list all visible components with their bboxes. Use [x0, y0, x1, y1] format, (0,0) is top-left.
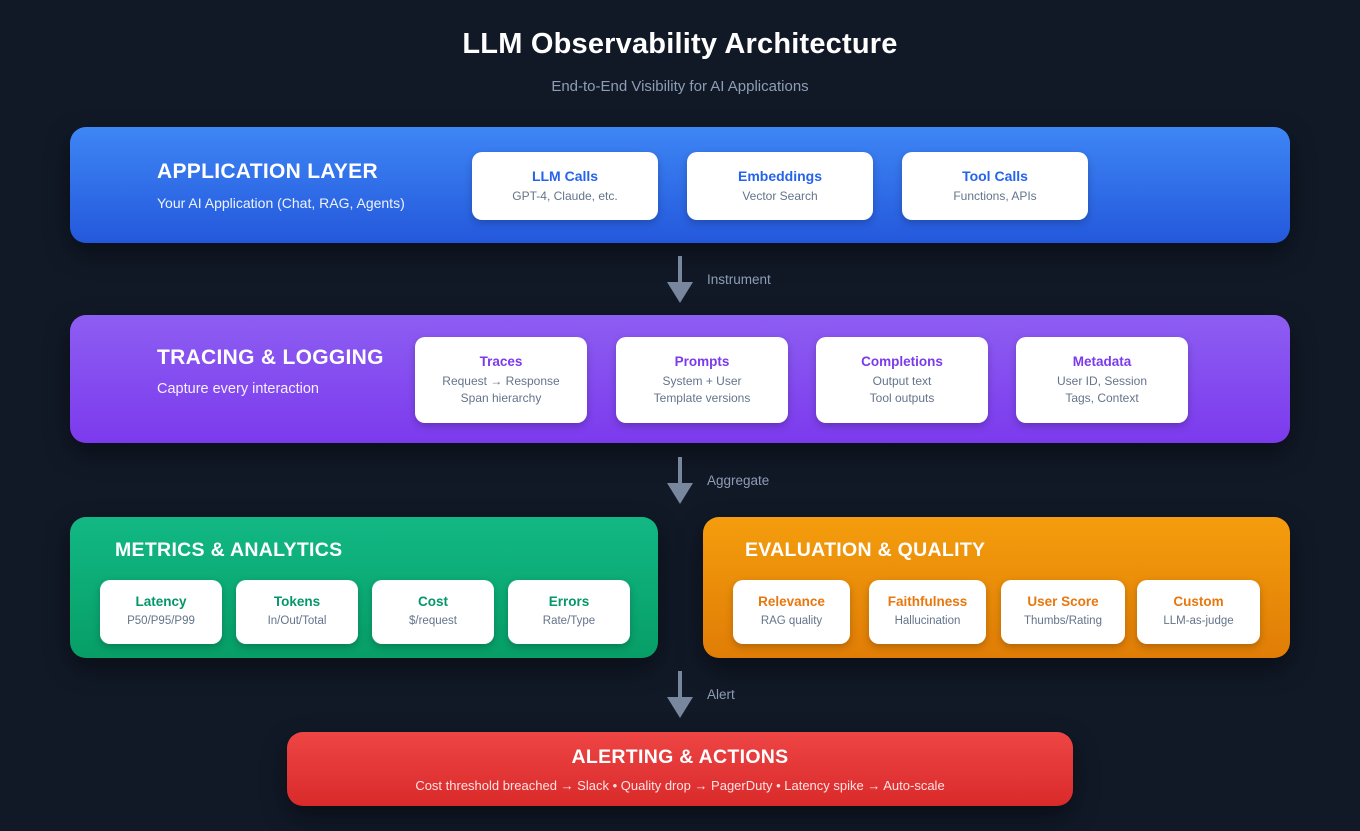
card-title: Metadata — [1072, 353, 1132, 369]
metrics-analytics-title: METRICS & ANALYTICS — [115, 539, 343, 561]
card-title: Completions — [861, 353, 943, 369]
card-title: Prompts — [674, 353, 730, 369]
card-line-2: Tool outputs — [869, 390, 935, 405]
arrow-stem — [678, 671, 682, 697]
card-line-1: Output text — [872, 373, 932, 388]
arrow-stem — [678, 457, 682, 483]
card-subtitle: LLM-as-judge — [1163, 615, 1234, 627]
card-traces: Traces Request → Response Span hierarchy — [415, 337, 587, 423]
card-subtitle: Hallucination — [894, 615, 961, 627]
card-subtitle: RAG quality — [760, 615, 823, 627]
card-title: Latency — [135, 594, 187, 609]
card-llm-calls: LLM Calls GPT-4, Claude, etc. — [472, 152, 658, 220]
card-subtitle: Functions, APIs — [953, 188, 1037, 203]
card-title: Tokens — [273, 594, 321, 609]
arrow-head — [667, 697, 693, 718]
alerting-actions-subtitle: Cost threshold breached → Slack • Qualit… — [415, 778, 945, 793]
arrow-label-instrument: Instrument — [707, 272, 771, 287]
card-user-score: User Score Thumbs/Rating — [1001, 580, 1125, 644]
card-tokens: Tokens In/Out/Total — [236, 580, 358, 644]
card-line-1: Request → Response — [442, 373, 560, 388]
card-subtitle: $/request — [409, 615, 457, 627]
card-subtitle: GPT-4, Claude, etc. — [512, 188, 618, 203]
card-latency: Latency P50/P95/P99 — [100, 580, 222, 644]
card-title: Relevance — [758, 594, 825, 609]
card-subtitle: Thumbs/Rating — [1024, 615, 1102, 627]
application-layer-subtitle: Your AI Application (Chat, RAG, Agents) — [157, 195, 405, 211]
arrow-head — [667, 483, 693, 504]
card-title: Cost — [418, 594, 448, 609]
card-title: Faithfulness — [887, 594, 968, 609]
card-metadata: Metadata User ID, Session Tags, Context — [1016, 337, 1188, 423]
evaluation-quality-title: EVALUATION & QUALITY — [745, 539, 986, 561]
card-subtitle: Vector Search — [742, 188, 818, 203]
card-line-1: System + User — [662, 373, 742, 388]
card-subtitle: P50/P95/P99 — [127, 615, 195, 627]
card-line-1: User ID, Session — [1056, 373, 1148, 388]
tracing-logging-title: TRACING & LOGGING — [157, 346, 384, 369]
card-title: LLM Calls — [531, 167, 599, 184]
card-custom: Custom LLM-as-judge — [1137, 580, 1260, 644]
card-subtitle: In/Out/Total — [267, 615, 327, 627]
card-title: Errors — [548, 594, 590, 609]
arrow-label-aggregate: Aggregate — [707, 473, 770, 488]
card-completions: Completions Output text Tool outputs — [816, 337, 988, 423]
down-arrow-icon — [665, 671, 695, 718]
card-line-2: Tags, Context — [1065, 390, 1139, 405]
card-title: User Score — [1027, 594, 1099, 609]
alerting-actions-title: ALERTING & ACTIONS — [571, 746, 789, 768]
card-faithfulness: Faithfulness Hallucination — [869, 580, 986, 644]
page-title: LLM Observability Architecture — [462, 28, 898, 60]
card-title: Traces — [479, 353, 523, 369]
card-title: Custom — [1173, 594, 1224, 609]
card-relevance: Relevance RAG quality — [733, 580, 850, 644]
alerting-actions-band: ALERTING & ACTIONS Cost threshold breach… — [287, 732, 1073, 806]
card-line-2: Template versions — [653, 390, 751, 405]
tracing-logging-band: TRACING & LOGGING Capture every interact… — [70, 315, 1290, 443]
card-title: Tool Calls — [962, 167, 1028, 184]
tracing-logging-subtitle: Capture every interaction — [157, 381, 319, 397]
application-layer-band: APPLICATION LAYER Your AI Application (C… — [70, 127, 1290, 243]
card-subtitle: Rate/Type — [542, 615, 596, 627]
card-embeddings: Embeddings Vector Search — [687, 152, 873, 220]
card-title: Embeddings — [737, 167, 822, 184]
down-arrow-icon — [665, 256, 695, 303]
card-cost: Cost $/request — [372, 580, 494, 644]
metrics-analytics-band: METRICS & ANALYTICS Latency P50/P95/P99 … — [70, 517, 658, 658]
arrow-stem — [678, 256, 682, 282]
card-prompts: Prompts System + User Template versions — [616, 337, 788, 423]
evaluation-quality-band: EVALUATION & QUALITY Relevance RAG quali… — [703, 517, 1290, 658]
card-errors: Errors Rate/Type — [508, 580, 630, 644]
application-layer-title: APPLICATION LAYER — [157, 160, 378, 183]
arrow-label-alert: Alert — [707, 687, 735, 702]
card-line-2: Span hierarchy — [460, 390, 542, 405]
arrow-head — [667, 282, 693, 303]
card-tool-calls: Tool Calls Functions, APIs — [902, 152, 1088, 220]
down-arrow-icon — [665, 457, 695, 504]
page-subtitle: End-to-End Visibility for AI Application… — [551, 78, 809, 95]
